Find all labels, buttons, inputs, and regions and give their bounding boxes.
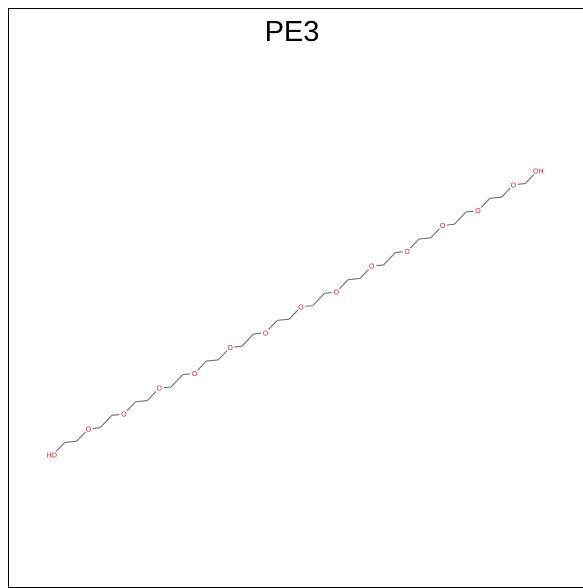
bond — [288, 309, 299, 320]
bond — [268, 319, 278, 330]
hydroxyl-right-label: OH — [533, 169, 544, 176]
bond — [197, 360, 207, 371]
bond — [64, 440, 77, 443]
bond — [163, 386, 172, 389]
ether-oxygen-label: O — [475, 208, 481, 215]
bond — [489, 196, 502, 199]
ether-oxygen-label: O — [227, 345, 233, 352]
bond — [453, 211, 467, 225]
bond — [339, 279, 349, 290]
plot-frame — [8, 8, 583, 588]
bond — [418, 237, 431, 240]
ether-oxygen-label: O — [263, 330, 269, 337]
bond — [206, 359, 219, 362]
bond — [170, 374, 184, 388]
bond — [217, 350, 228, 361]
bond — [395, 251, 403, 254]
bond — [517, 183, 526, 185]
bond — [241, 333, 255, 347]
ether-oxygen-label: O — [86, 426, 92, 433]
bond — [126, 401, 137, 412]
bond — [92, 427, 101, 429]
bond — [234, 345, 242, 348]
bond — [305, 305, 313, 307]
hydroxyl-left-label: HO — [47, 452, 58, 459]
ether-oxygen-label: O — [440, 223, 446, 230]
ether-oxygen-label: O — [157, 386, 163, 393]
bond — [430, 228, 440, 239]
bond — [147, 391, 157, 401]
bond — [182, 373, 191, 376]
bond — [253, 332, 262, 335]
bond — [383, 252, 396, 266]
ether-oxygen-label: O — [511, 182, 517, 189]
ether-oxygen-label: O — [298, 304, 304, 311]
bond — [501, 187, 511, 198]
bond — [480, 197, 491, 208]
bond — [409, 238, 420, 249]
ether-oxygen-label: O — [404, 249, 410, 256]
bond — [324, 291, 332, 294]
bond — [55, 442, 66, 452]
bond — [111, 414, 120, 416]
bond — [312, 292, 325, 307]
page-title: PE3 — [264, 16, 320, 48]
bond — [376, 264, 384, 267]
bond — [348, 277, 360, 281]
ether-oxygen-label: O — [369, 264, 375, 271]
bond — [135, 400, 148, 403]
bond — [277, 318, 290, 321]
bond — [524, 174, 535, 184]
bond — [359, 269, 370, 279]
bond — [76, 431, 86, 442]
ether-oxygen-label: O — [121, 412, 127, 419]
bond — [446, 223, 455, 226]
bond — [99, 414, 113, 429]
bond — [466, 210, 474, 213]
ether-oxygen-label: O — [192, 371, 198, 378]
ether-oxygen-label: O — [334, 290, 340, 297]
